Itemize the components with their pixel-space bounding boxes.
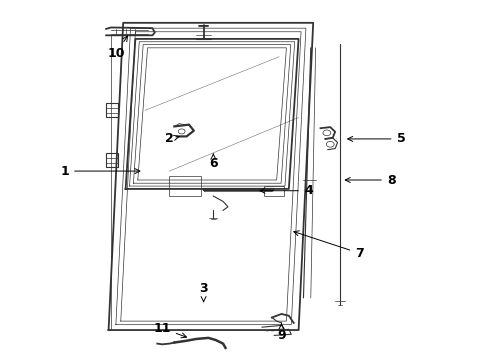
Text: 1: 1 [60,165,140,177]
Text: 7: 7 [294,231,364,260]
Text: 5: 5 [348,132,405,145]
Text: 2: 2 [165,132,179,145]
Text: 4: 4 [260,184,313,197]
Text: 10: 10 [107,36,127,60]
Text: 11: 11 [153,322,187,338]
Text: 8: 8 [345,174,395,186]
Text: 3: 3 [199,283,208,302]
Text: 6: 6 [209,154,218,170]
Text: 9: 9 [277,323,286,342]
